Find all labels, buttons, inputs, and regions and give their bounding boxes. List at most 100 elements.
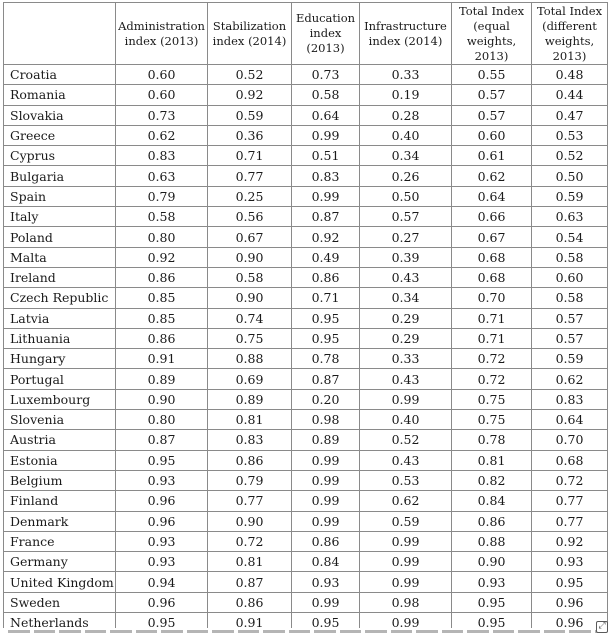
cell-infrastructure: 0.34	[359, 287, 452, 309]
cell-total-equal: 0.67	[451, 226, 532, 248]
cell-total-different: 0.58	[531, 287, 608, 309]
cell-total-equal: 0.71	[451, 307, 532, 329]
cell-total-equal: 0.68	[451, 266, 532, 289]
cell-infrastructure: 0.28	[359, 104, 452, 126]
table-row: Denmark 0.96 0.90 0.99 0.59 0.86 0.77	[3, 510, 608, 532]
cell-total-different: 0.53	[531, 124, 608, 147]
cell-total-different: 0.59	[531, 185, 608, 208]
cell-administration: 0.58	[115, 206, 208, 228]
cell-administration: 0.60	[115, 63, 208, 86]
cell-infrastructure: 0.33	[359, 63, 452, 86]
cell-stabilization: 0.77	[207, 165, 292, 187]
table-row: Portugal 0.89 0.69 0.87 0.43 0.72 0.62	[3, 368, 608, 390]
cell-country: Poland	[3, 226, 116, 248]
table-row: Sweden 0.96 0.86 0.99 0.98 0.95 0.96	[3, 591, 608, 614]
table-row: Lithuania 0.86 0.75 0.95 0.29 0.71 0.57	[3, 327, 608, 350]
table-row: France 0.93 0.72 0.86 0.99 0.88 0.92	[3, 530, 608, 553]
cell-administration: 0.93	[115, 551, 208, 573]
cell-education: 0.99	[291, 510, 360, 532]
cell-education: 0.83	[291, 165, 360, 187]
cell-stabilization: 0.59	[207, 104, 292, 126]
cell-total-equal: 0.81	[451, 449, 532, 471]
cell-stabilization: 0.67	[207, 226, 292, 248]
cell-stabilization: 0.75	[207, 327, 292, 350]
cell-stabilization: 0.81	[207, 409, 292, 431]
table-row: Netherlands 0.95 0.91 0.95 0.99 0.95 0.96	[3, 612, 608, 634]
cell-education: 0.49	[291, 246, 360, 268]
cell-administration: 0.80	[115, 226, 208, 248]
cell-total-equal: 0.72	[451, 348, 532, 370]
cell-stabilization: 0.92	[207, 84, 292, 106]
cell-stabilization: 0.87	[207, 571, 292, 593]
cell-administration: 0.90	[115, 388, 208, 411]
cell-administration: 0.86	[115, 327, 208, 350]
cell-stabilization: 0.25	[207, 185, 292, 208]
table-row: Malta 0.92 0.90 0.49 0.39 0.68 0.58	[3, 246, 608, 268]
cell-administration: 0.96	[115, 591, 208, 614]
cell-total-different: 0.72	[531, 469, 608, 492]
cell-country: Lithuania	[3, 327, 116, 350]
cell-country: Slovenia	[3, 409, 116, 431]
cell-country: Italy	[3, 206, 116, 228]
cell-stabilization: 0.88	[207, 348, 292, 370]
cell-administration: 0.91	[115, 348, 208, 370]
cell-total-equal: 0.75	[451, 388, 532, 411]
cell-country: Greece	[3, 124, 116, 147]
cell-education: 0.99	[291, 185, 360, 208]
cell-country: Spain	[3, 185, 116, 208]
table-row: Cyprus 0.83 0.71 0.51 0.34 0.61 0.52	[3, 145, 608, 167]
cell-stabilization: 0.36	[207, 124, 292, 147]
cell-total-equal: 0.55	[451, 63, 532, 86]
cell-infrastructure: 0.43	[359, 368, 452, 390]
cell-education: 0.87	[291, 368, 360, 390]
cell-total-equal: 0.70	[451, 287, 532, 309]
table-row: Germany 0.93 0.81 0.84 0.99 0.90 0.93	[3, 551, 608, 573]
cell-stabilization: 0.89	[207, 388, 292, 411]
cell-country: Bulgaria	[3, 165, 116, 187]
cell-stabilization: 0.90	[207, 510, 292, 532]
cell-infrastructure: 0.27	[359, 226, 452, 248]
table-row: Belgium 0.93 0.79 0.99 0.53 0.82 0.72	[3, 469, 608, 492]
cell-education: 0.99	[291, 469, 360, 492]
cell-total-equal: 0.66	[451, 206, 532, 228]
cell-total-equal: 0.86	[451, 510, 532, 532]
cell-total-equal: 0.90	[451, 551, 532, 573]
cell-administration: 0.60	[115, 84, 208, 106]
cell-country: Czech Republic	[3, 287, 116, 309]
table-row: Greece 0.62 0.36 0.99 0.40 0.60 0.53	[3, 124, 608, 147]
table-row: Estonia 0.95 0.86 0.99 0.43 0.81 0.68	[3, 449, 608, 471]
cell-stabilization: 0.74	[207, 307, 292, 329]
table-row: Poland 0.80 0.67 0.92 0.27 0.67 0.54	[3, 226, 608, 248]
cell-administration: 0.89	[115, 368, 208, 390]
cell-infrastructure: 0.57	[359, 206, 452, 228]
cell-administration: 0.96	[115, 490, 208, 512]
cell-total-different: 0.57	[531, 307, 608, 329]
cell-education: 0.99	[291, 449, 360, 471]
cell-country: Sweden	[3, 591, 116, 614]
cell-total-different: 0.95	[531, 571, 608, 593]
expand-icon[interactable]: ⤢	[596, 621, 608, 633]
table-row: Bulgaria 0.63 0.77 0.83 0.26 0.62 0.50	[3, 165, 608, 187]
header-cell-administration: Administration index (2013)	[115, 2, 208, 65]
table-row: Luxembourg 0.90 0.89 0.20 0.99 0.75 0.83	[3, 388, 608, 411]
cell-country: United Kingdom	[3, 571, 116, 593]
cell-total-equal: 0.68	[451, 246, 532, 268]
cell-total-equal: 0.64	[451, 185, 532, 208]
cell-country: Cyprus	[3, 145, 116, 167]
cell-total-different: 0.54	[531, 226, 608, 248]
cell-country: France	[3, 530, 116, 553]
cell-total-equal: 0.82	[451, 469, 532, 492]
cell-stabilization: 0.71	[207, 145, 292, 167]
cell-country: Romania	[3, 84, 116, 106]
cell-infrastructure: 0.33	[359, 348, 452, 370]
header-cell-stabilization: Stabilization index (2014)	[207, 2, 292, 65]
cell-education: 0.86	[291, 266, 360, 289]
cell-stabilization: 0.83	[207, 429, 292, 451]
cell-country: Denmark	[3, 510, 116, 532]
cell-country: Ireland	[3, 266, 116, 289]
cell-education: 0.87	[291, 206, 360, 228]
cell-infrastructure: 0.39	[359, 246, 452, 268]
cell-stabilization: 0.81	[207, 551, 292, 573]
cell-education: 0.99	[291, 490, 360, 512]
cell-stabilization: 0.56	[207, 206, 292, 228]
